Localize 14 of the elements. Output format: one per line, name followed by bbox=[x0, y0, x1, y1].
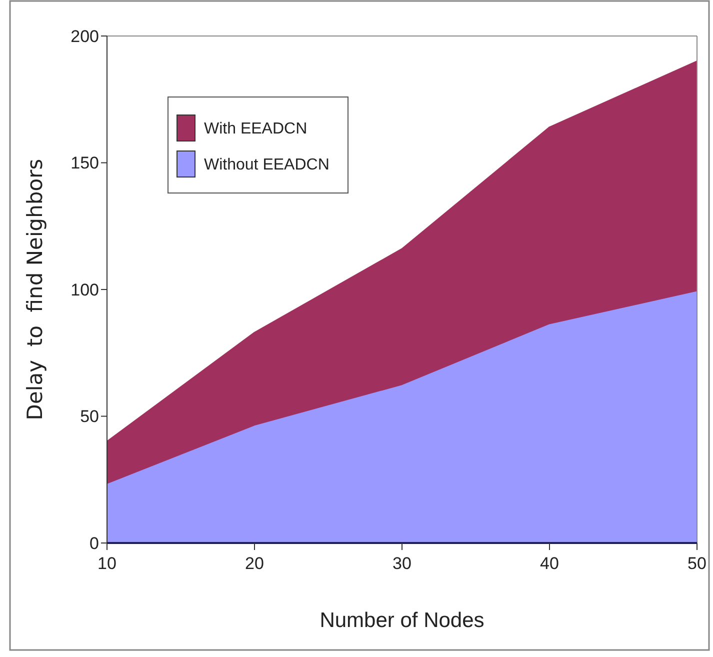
y-tick-label: 150 bbox=[70, 154, 99, 173]
x-axis-title: Number of Nodes bbox=[320, 609, 484, 632]
legend-label: With EEADCN bbox=[204, 120, 308, 138]
x-tick-label: 30 bbox=[392, 554, 412, 573]
legend-label: Without EEADCN bbox=[204, 156, 330, 174]
y-axis-title: Delay to find Neighbors bbox=[23, 158, 47, 420]
y-tick-label: 0 bbox=[90, 534, 99, 553]
x-tick-label: 20 bbox=[245, 554, 264, 573]
x-tick-label: 10 bbox=[98, 554, 116, 573]
y-tick-label: 200 bbox=[70, 26, 99, 46]
x-tick-label: 50 bbox=[688, 554, 706, 573]
y-tick-label: 50 bbox=[80, 407, 99, 426]
x-tick-label: 40 bbox=[540, 554, 559, 573]
y-tick-label: 100 bbox=[70, 280, 99, 300]
